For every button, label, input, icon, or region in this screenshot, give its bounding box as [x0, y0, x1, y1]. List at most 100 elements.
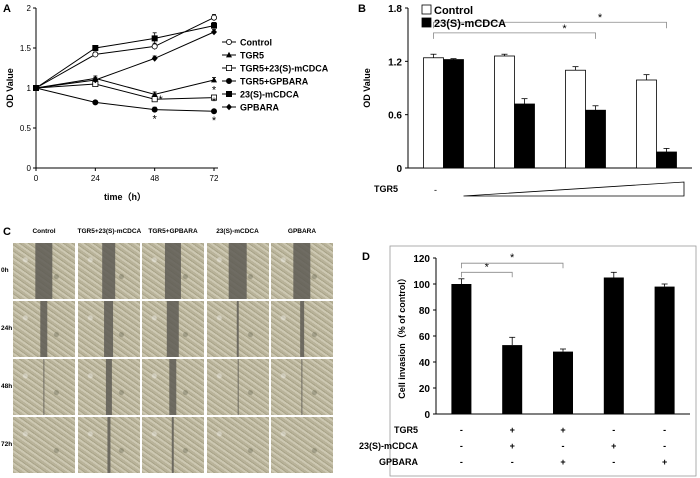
panel-d-plot-area: 0 20 40 60 80 100 120 Cell invasion（% of contro… — [359, 245, 697, 477]
scratch-wound-gap — [169, 359, 177, 415]
d-y-tick-label: 20 — [419, 384, 431, 395]
scratch-image-cell — [77, 243, 140, 299]
scratch-image-cell — [206, 243, 269, 299]
a-legend-label: TGR5+GPBARA — [240, 77, 309, 87]
b-bar-treated — [514, 103, 535, 169]
d-condition-sign: - — [612, 457, 615, 467]
a-legend-marker — [226, 103, 232, 111]
scratch-image-cell — [142, 417, 204, 473]
d-condition-sign: - — [663, 441, 666, 451]
a-series-line-4 — [35, 25, 215, 89]
scratch-image-cell — [271, 417, 333, 473]
scratch-wound-gap — [166, 301, 180, 357]
scratch-wound-gap — [293, 243, 311, 299]
d-significance-bracket — [461, 262, 564, 269]
a-data-point — [92, 76, 99, 84]
b-bar-control — [494, 55, 515, 169]
scratch-image-cell — [142, 301, 204, 357]
scratch-column-header: TGR5+GPBARA — [148, 228, 198, 235]
scratch-image-cell — [271, 243, 333, 299]
scratch-image-cell — [271, 301, 333, 357]
scratch-wound-gap — [43, 359, 45, 415]
a-data-point — [210, 14, 217, 21]
d-bar — [502, 345, 523, 414]
scratch-image-cell — [13, 359, 75, 415]
d-condition-sign: - — [460, 425, 463, 435]
panel-a-letter: A — [3, 3, 11, 15]
a-series-line-3 — [35, 87, 215, 112]
scratch-column-header: TGR5+23(S)-mCDCA — [77, 228, 142, 235]
cell-monolayer-texture — [206, 417, 269, 473]
scratch-wound-gap — [171, 417, 175, 473]
b-legend-swatch — [421, 4, 432, 15]
d-condition-label: 23(S)-mCDCA — [359, 441, 419, 451]
d-condition-sign: + — [560, 457, 565, 467]
d-condition-sign: + — [611, 441, 616, 451]
b-y-tick-label: 1.2 — [388, 57, 402, 68]
d-condition-sign: - — [663, 425, 666, 435]
a-legend-label: 23(S)-mCDCA — [240, 90, 300, 100]
a-y-tick-label: 1 — [27, 84, 32, 93]
b-tgr5-gradient-wedge — [463, 181, 685, 197]
b-bar-treated — [443, 59, 464, 169]
a-data-point — [210, 94, 217, 101]
b-y-tick-label: 1.8 — [388, 4, 402, 15]
b-bar-treated — [585, 109, 606, 169]
a-x-axis-label: time（h） — [104, 192, 146, 202]
a-x-tick-label: 72 — [210, 174, 219, 183]
a-x-tick-label: 24 — [91, 174, 100, 183]
d-y-tick-label: 100 — [413, 280, 430, 291]
scratch-image-cell — [13, 301, 75, 357]
d-bar — [603, 277, 624, 414]
scratch-row-label: 0h — [1, 267, 9, 274]
scratch-image-cell — [206, 301, 269, 357]
a-data-point — [211, 76, 217, 83]
d-y-tick-label: 40 — [419, 358, 431, 369]
scratch-wound-gap — [35, 243, 53, 299]
a-legend-marker — [225, 78, 232, 85]
d-y-tick-label: 0 — [424, 410, 430, 421]
scratch-wound-gap — [103, 301, 114, 357]
a-series-line-0 — [35, 17, 215, 89]
d-condition-sign: - — [511, 457, 514, 467]
panel-b-bar-chart: B 0 0.6 1.2 1.8 OD Value * * Control23(S)-mCDCA… — [358, 3, 692, 197]
scratch-row-label: 72h — [1, 441, 13, 448]
scratch-row-label: 24h — [1, 325, 13, 332]
d-condition-sign: + — [560, 425, 565, 435]
scratch-column-header: Control — [32, 228, 56, 235]
a-significance-star: * — [153, 113, 158, 125]
a-data-point — [92, 45, 99, 52]
panel-d-letter: D — [362, 251, 370, 263]
scratch-wound-gap — [101, 243, 116, 299]
a-data-point — [210, 108, 217, 115]
d-y-tick-label: 120 — [413, 254, 430, 265]
b-bar-control — [565, 69, 586, 169]
d-condition-sign: + — [510, 425, 515, 435]
a-legend-marker — [225, 39, 232, 46]
panel-c-scratch-assay: C Control TGR5+23(S)-mCDCA TGR5+GPBARA 23(S… — [0, 226, 350, 478]
scratch-wound-gap — [236, 301, 239, 357]
scratch-column-header: 23(S)-mCDCA — [216, 228, 259, 235]
d-condition-sign: - — [562, 441, 565, 451]
d-condition-label: TGR5 — [394, 425, 418, 435]
a-legend-marker — [225, 65, 232, 72]
a-legend-marker — [225, 91, 232, 98]
d-condition-sign: - — [460, 441, 463, 451]
scratch-image-cell — [142, 359, 204, 415]
scratch-image-cell — [206, 359, 269, 415]
a-legend-label: GPBARA — [240, 103, 280, 113]
a-data-point — [151, 43, 158, 50]
a-legend-label: TGR5 — [240, 51, 264, 61]
scratch-image-cell — [13, 417, 75, 473]
d-y-axis-label: Cell invasion（% of control） — [397, 273, 407, 399]
a-y-tick-label: 2 — [27, 4, 32, 13]
d-condition-sign: - — [612, 425, 615, 435]
d-significance-bracket — [461, 271, 513, 278]
a-data-point — [92, 51, 99, 58]
d-condition-sign: + — [662, 457, 667, 467]
b-bar-control — [636, 79, 657, 169]
d-condition-sign: - — [460, 457, 463, 467]
scratch-wound-gap — [105, 359, 112, 415]
